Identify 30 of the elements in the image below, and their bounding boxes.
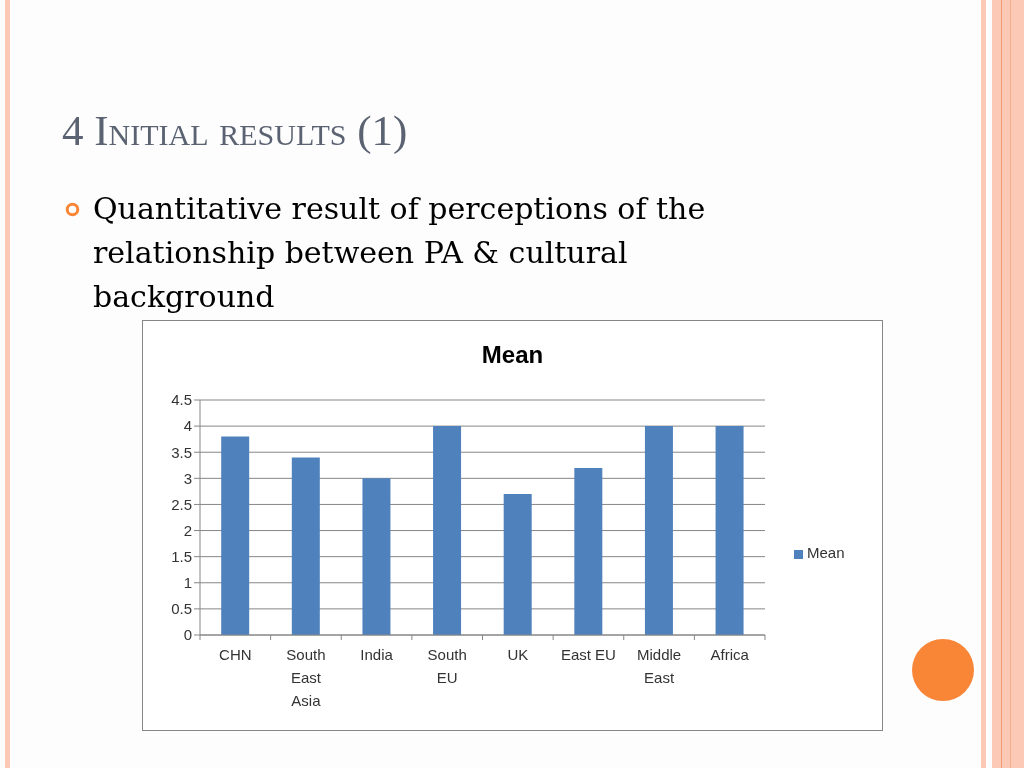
text: Quantitative result of perceptions of the relationship between PA & cultural background: [93, 190, 707, 316]
x-tick-label: South East Asia: [286, 645, 326, 709]
y-tick-label: 0.5: [171, 600, 192, 618]
chart-title: Mean: [480, 341, 545, 369]
x-tick-label: East EU: [560, 645, 616, 663]
bar: [433, 426, 462, 635]
y-tick-label: 3.5: [171, 443, 192, 461]
y-tick-label: 2.5: [171, 495, 192, 513]
y-tick-label: 2: [183, 521, 192, 539]
bar: [221, 436, 250, 635]
y-tick-label: 0: [183, 626, 192, 644]
y-tick-label: 4.5: [171, 391, 192, 409]
y-tick-label: 1.5: [171, 547, 192, 565]
x-tick-label: UK: [507, 645, 529, 663]
y-tick-label: 1: [183, 574, 192, 592]
bar: [291, 457, 320, 635]
x-tick-label: CHN: [219, 645, 252, 663]
y-tick-label: 4: [183, 417, 192, 435]
x-tick-label: Middle East: [636, 645, 682, 686]
text: 4 Initial results (1): [62, 106, 408, 156]
bar: [362, 478, 391, 635]
bar: [644, 426, 673, 635]
y-tick-label: 3: [183, 469, 192, 487]
legend-label: Mean: [807, 544, 845, 561]
bar: [574, 467, 603, 635]
x-tick-label: India: [360, 645, 394, 663]
x-tick-label: Africa: [710, 645, 750, 663]
x-tick-label: South EU: [427, 645, 467, 686]
bar: [503, 494, 532, 635]
bar: [715, 426, 744, 635]
